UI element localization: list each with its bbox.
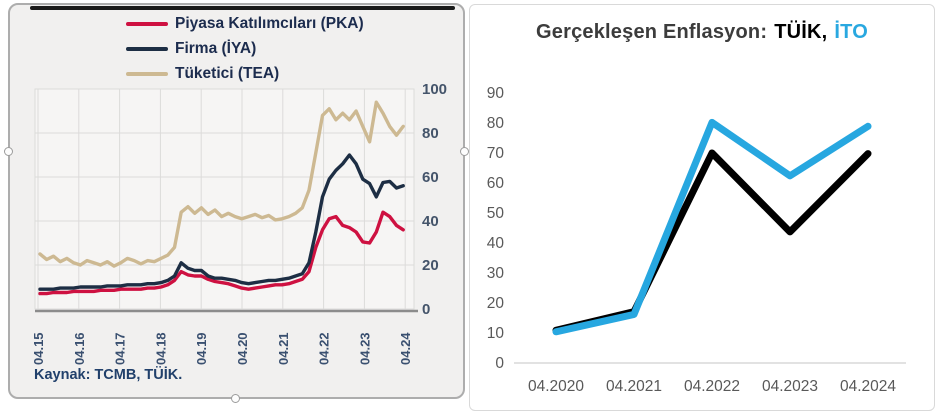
x-axis-tick-label: 04.22 [317,332,332,365]
x-axis-tick-label: 04.19 [194,332,209,365]
legend-label: Piyasa Katılımcıları (PKA) [175,15,364,33]
y-axis-tick-label: 0 [495,355,504,372]
legend-label: Tüketici (TEA) [175,65,280,83]
right-chart-panel: Gerçekleşen Enflasyon: TÜİK, İTO 0 10 20 30… [469,4,935,411]
x-axis-tick-label: 04.17 [113,332,128,365]
y-axis-tick-label: 40 [487,235,505,252]
chart-line-ito [552,118,872,336]
selection-handle-left[interactable] [4,147,13,156]
y-axis-tick-label: 40 [422,213,439,230]
left-chart-panel[interactable]: Piyasa Katılımcıları (PKA) Firma (İYA) Tük… [4,3,469,403]
x-axis-tick-label: 04.24 [398,332,413,365]
x-axis-tick-label: 04.2022 [684,378,740,395]
x-axis-tick-label: 04.2024 [840,378,896,395]
y-axis-tick-label: 70 [487,145,505,162]
title-tuik-label: TÜİK, [774,21,828,43]
y-axis-tick-label: 20 [487,295,505,312]
chart-line-tuik [552,149,872,334]
y-axis-tick-label: 10 [487,325,505,342]
y-axis-tick-label: 60 [487,175,505,192]
legend-item: Firma (İYA) [126,38,364,60]
y-axis-tick-label: 80 [422,125,439,142]
y-axis-tick-label: 50 [487,205,505,222]
y-axis-tick-label: 60 [422,169,439,186]
source-note: Kaynak: TCMB, TÜİK. [34,367,183,383]
y-axis-tick-label: 100 [422,81,447,98]
left-chart-legend: Piyasa Katılımcıları (PKA) Firma (İYA) Tük… [126,13,364,85]
y-axis-tick-label: 20 [422,257,439,274]
realized-inflation-line-chart: 0 10 20 30 40 50 60 70 80 90 04.2020 04.2021 04.2022… [487,85,906,395]
legend-item: Piyasa Katılımcıları (PKA) [126,13,364,35]
legend-item: Tüketici (TEA) [126,63,364,85]
chart-top-border [30,6,455,10]
chart-line-iya [38,153,405,291]
legend-label: Firma (İYA) [175,40,257,58]
x-axis-tick-label: 04.16 [72,332,87,365]
x-axis-tick-label: 04.15 [31,332,46,365]
x-axis-tick-label: 04.21 [276,332,291,365]
x-axis-tick-label: 04.2021 [606,378,662,395]
selection-handle-right[interactable] [460,147,469,156]
legend-swatch-line [126,21,168,27]
chart-line-tea [38,100,405,268]
x-axis-tick-label: 04.23 [357,332,372,365]
plot-background [34,88,415,310]
title-text: Gerçekleşen Enflasyon: [536,21,768,43]
x-axis-tick-label: 04.18 [153,332,168,365]
x-axis-tick-label: 04.20 [235,332,250,365]
chart-line-pka [38,210,405,296]
legend-swatch-line [126,46,168,52]
expectations-line-chart: 04.15 04.16 04.17 04.18 04.19 04.20 04.21 04.22… [31,81,447,365]
x-axis-tick-label: 04.2023 [762,378,818,395]
right-chart-title: Gerçekleşen Enflasyon: TÜİK, İTO [470,21,934,44]
legend-swatch-line [126,71,168,77]
y-axis-tick-label: 80 [487,115,505,132]
y-axis-tick-label: 90 [487,85,505,102]
y-axis-tick-label: 0 [422,301,430,318]
x-axis-tick-label: 04.2020 [528,378,584,395]
title-ito-label: İTO [834,21,868,43]
y-axis-tick-label: 30 [487,265,505,282]
selection-handle-bottom[interactable] [231,394,240,403]
